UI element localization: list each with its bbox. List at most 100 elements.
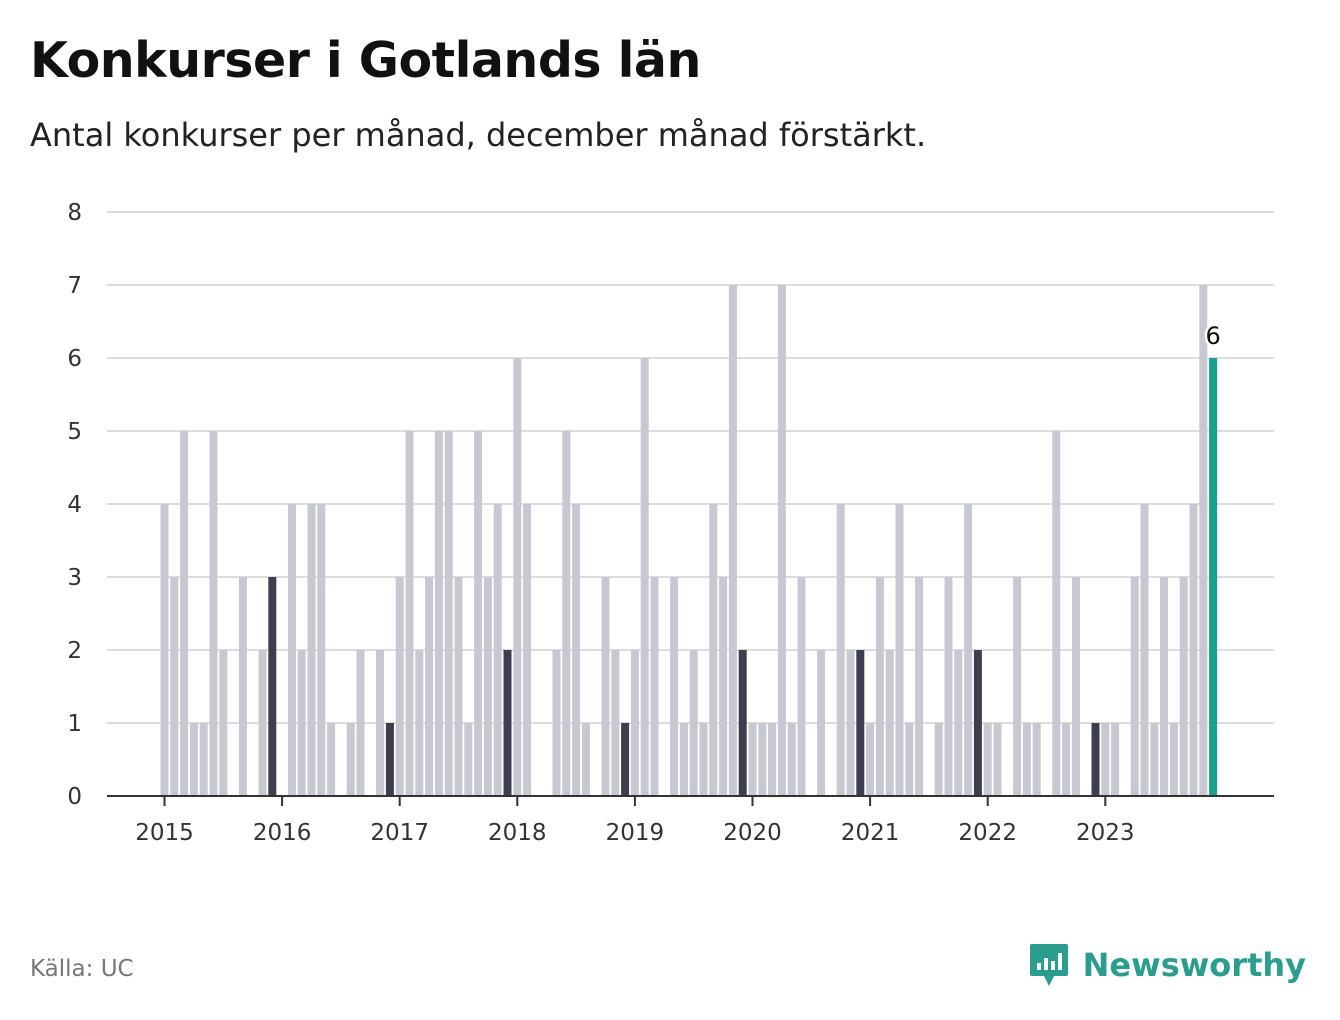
x-tick-label: 2022 [958, 820, 1017, 846]
highlight-value-label: 6 [1205, 322, 1220, 350]
bar [915, 577, 924, 796]
bar [777, 285, 786, 796]
y-tick-label: 2 [67, 638, 82, 664]
bar [1169, 723, 1178, 796]
bar [376, 650, 385, 796]
bar [954, 650, 963, 796]
y-tick-label: 4 [67, 492, 82, 518]
bar [689, 650, 698, 796]
bar [738, 650, 747, 796]
bar [356, 650, 365, 796]
bar [1091, 723, 1100, 796]
bar [836, 504, 845, 796]
bar [856, 650, 865, 796]
bar [699, 723, 708, 796]
bar [160, 504, 169, 796]
x-tick-label: 2021 [841, 820, 900, 846]
bar [973, 650, 982, 796]
x-tick-label: 2020 [723, 820, 782, 846]
source-note: Källa: UC [30, 956, 134, 982]
bar [425, 577, 434, 796]
x-tick-label: 2018 [488, 820, 547, 846]
bar [1209, 358, 1218, 796]
y-tick-label: 8 [67, 200, 82, 226]
newsworthy-logo: Newsworthy [1029, 942, 1306, 988]
bar [1179, 577, 1188, 796]
bar [709, 504, 718, 796]
bar [415, 650, 424, 796]
x-tick-label: 2023 [1076, 820, 1135, 846]
bar [317, 504, 326, 796]
bar [964, 504, 973, 796]
bar [1071, 577, 1080, 796]
bar [552, 650, 561, 796]
bar [1150, 723, 1159, 796]
x-tick-label: 2017 [370, 820, 429, 846]
bar [895, 504, 904, 796]
bar [581, 723, 590, 796]
bar [1032, 723, 1041, 796]
bar [180, 431, 189, 796]
bar [875, 577, 884, 796]
bar [493, 504, 502, 796]
bar [983, 723, 992, 796]
bar [768, 723, 777, 796]
bar [866, 723, 875, 796]
bar [346, 723, 355, 796]
bar [503, 650, 512, 796]
bar [483, 577, 492, 796]
bar [562, 431, 571, 796]
bar [640, 358, 649, 796]
y-tick-label: 1 [67, 711, 82, 737]
bar [238, 577, 247, 796]
bar [434, 431, 443, 796]
bar [287, 504, 296, 796]
bar [905, 723, 914, 796]
x-tick-label: 2019 [606, 820, 665, 846]
bar [1189, 504, 1198, 796]
bar [1111, 723, 1120, 796]
bar [817, 650, 826, 796]
y-tick-label: 3 [67, 565, 82, 591]
bar [395, 577, 404, 796]
bar [444, 431, 453, 796]
bar [934, 723, 943, 796]
bar [307, 504, 316, 796]
bar [189, 723, 198, 796]
bar [728, 285, 737, 796]
bar [650, 577, 659, 796]
bar [385, 723, 394, 796]
bar [170, 577, 179, 796]
bar [670, 577, 679, 796]
chart-subtitle: Antal konkurser per månad, december måna… [30, 116, 927, 154]
bar [268, 577, 277, 796]
bar [1062, 723, 1071, 796]
bar [1052, 431, 1061, 796]
bar [1022, 723, 1031, 796]
bar-chart: 0 1 2 3 4 5 6 7 8 6 2015 2016 2017 2018 2019 2020 2021 20… [67, 200, 1274, 846]
y-tick-label: 7 [67, 273, 82, 299]
bar [219, 650, 228, 796]
x-tick-label: 2016 [253, 820, 312, 846]
bar [474, 431, 483, 796]
bar [787, 723, 796, 796]
bar [630, 650, 639, 796]
bar [1101, 723, 1110, 796]
bar [719, 577, 728, 796]
bar [1160, 577, 1169, 796]
bar-chart-speech-bubble-icon [1029, 944, 1068, 986]
x-tick-label: 2015 [135, 820, 194, 846]
y-tick-label: 5 [67, 419, 82, 445]
bar [601, 577, 610, 796]
bar [1140, 504, 1149, 796]
y-tick-label: 6 [67, 346, 82, 372]
bar [797, 577, 806, 796]
bar [523, 504, 532, 796]
bar [513, 358, 522, 796]
bar [885, 650, 894, 796]
bar [572, 504, 581, 796]
bar [748, 723, 757, 796]
bar [611, 650, 620, 796]
bar [297, 650, 306, 796]
bar [1199, 285, 1208, 796]
